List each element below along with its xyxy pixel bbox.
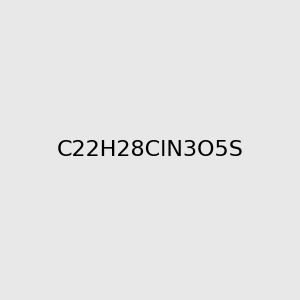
Text: C22H28ClN3O5S: C22H28ClN3O5S — [57, 140, 243, 160]
